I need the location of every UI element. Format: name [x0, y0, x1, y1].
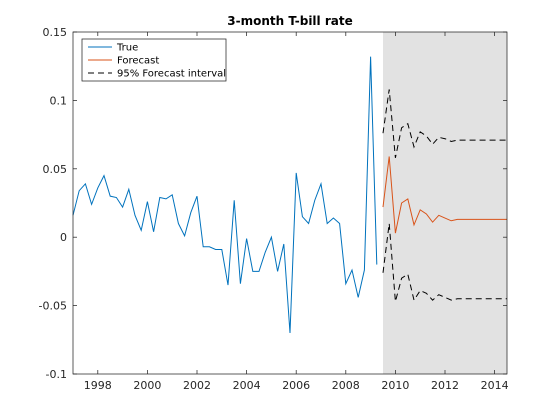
chart-title: 3-month T-bill rate [227, 14, 352, 28]
series-line-interval-lower [382, 223, 507, 302]
x-tick-label: 2010 [381, 379, 409, 392]
y-tick-label: 0 [60, 231, 67, 244]
series-line-true [72, 56, 378, 333]
axes-frame [72, 31, 508, 375]
series-line-interval-upper [382, 89, 507, 158]
legend-label: 95% Forecast interval [117, 69, 226, 80]
y-tick-label: 0.15 [43, 26, 68, 39]
forecast-shaded-region [383, 32, 507, 374]
x-tick-label: 2002 [183, 379, 211, 392]
legend: True Forecast 95% Forecast interval [81, 38, 227, 82]
y-tick-label: 0.05 [43, 163, 68, 176]
x-tick-label: 2012 [431, 379, 459, 392]
legend-box [81, 38, 227, 82]
legend-label: True [116, 43, 138, 54]
x-tick-label: 2008 [332, 379, 360, 392]
x-tick-label: 2000 [133, 379, 161, 392]
x-tick-label: 2014 [481, 379, 509, 392]
y-tick-label: -0.1 [46, 368, 67, 381]
series-layer [72, 56, 507, 333]
plot-area: 1998 2000 2002 2004 2006 2008 2010 2012 2014 -0.1… [39, 26, 509, 392]
x-tick-label: 2004 [233, 379, 261, 392]
y-tick-label: -0.05 [39, 300, 67, 313]
series-line-forecast [382, 156, 507, 234]
x-tick-label: 2006 [282, 379, 310, 392]
ticks-layer: 1998 2000 2002 2004 2006 2008 2010 2012 2014 -0.1… [39, 26, 509, 392]
x-tick-label: 1998 [84, 379, 112, 392]
legend-label: Forecast [117, 56, 159, 67]
y-tick-label: 0.1 [50, 94, 68, 107]
